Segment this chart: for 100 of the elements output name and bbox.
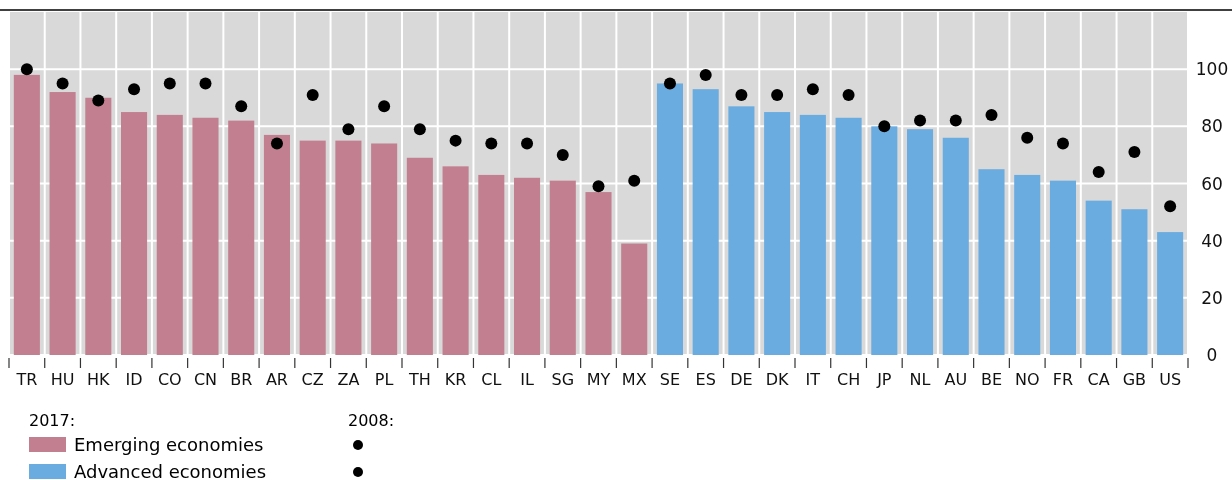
bar (442, 166, 469, 355)
point (628, 174, 641, 187)
point (735, 88, 748, 101)
bar (406, 157, 433, 355)
point (306, 88, 319, 101)
x-tick-label: HK (87, 370, 111, 389)
point (1164, 200, 1177, 213)
x-tick-label: SG (551, 370, 575, 389)
x-tick-label: US (1159, 370, 1182, 389)
bar (514, 177, 541, 355)
x-tick-label: AR (265, 370, 288, 389)
point (485, 137, 498, 150)
x-tick-label: NL (909, 370, 931, 389)
point (878, 120, 891, 133)
x-tick-label: NO (1014, 370, 1040, 389)
bar (478, 174, 505, 355)
legend-label: Advanced economies (74, 461, 267, 480)
point (771, 88, 784, 101)
point (128, 83, 141, 96)
bar (121, 112, 148, 355)
point (663, 77, 676, 90)
x-tick-label: CL (481, 370, 502, 389)
bar (799, 114, 826, 355)
text: 2008: (348, 411, 395, 430)
bar (49, 92, 76, 355)
point (1021, 131, 1034, 144)
bar (764, 112, 791, 355)
x-tick-label: ES (695, 370, 716, 389)
point (449, 134, 462, 147)
point (842, 88, 855, 101)
x-tick-label: ID (125, 370, 143, 389)
bar (1049, 180, 1076, 355)
point (235, 100, 248, 113)
x-tick-label: DK (765, 370, 790, 389)
bar (13, 74, 40, 355)
bar (835, 117, 862, 355)
bar (335, 140, 362, 355)
bar (621, 243, 648, 355)
x-tick-label: AU (944, 370, 968, 389)
x-tick-label: KR (444, 370, 467, 389)
bar (1121, 209, 1148, 355)
x-tick-label: BE (980, 370, 1003, 389)
point (56, 77, 69, 90)
x-tick-label: BR (230, 370, 253, 389)
point (378, 100, 391, 113)
bar (263, 134, 290, 355)
bar (871, 126, 898, 355)
x-tick-label: FR (1052, 370, 1074, 389)
y-tick-label: 60 (1201, 173, 1223, 194)
x-tick-label: PL (374, 370, 394, 389)
point (199, 77, 212, 90)
bar (656, 83, 683, 355)
x-tick-label: MX (621, 370, 647, 389)
x-tick-label: TH (407, 370, 431, 389)
bar (1085, 200, 1112, 355)
point (92, 94, 105, 107)
x-tick-label: CH (836, 370, 861, 389)
x-tick-label: JP (876, 370, 892, 389)
point (914, 114, 927, 127)
bar (692, 89, 719, 355)
x-tick-label: IT (805, 370, 821, 389)
bar (1157, 232, 1184, 355)
bar (299, 140, 326, 355)
bar (978, 169, 1005, 355)
x-tick-label: TR (15, 370, 38, 389)
y-tick-label: 20 (1201, 287, 1223, 308)
legend-title: 2017: (29, 411, 76, 430)
bar (85, 97, 112, 355)
bar (728, 106, 755, 355)
point (163, 77, 176, 90)
bar (907, 129, 934, 355)
bar (1014, 174, 1041, 355)
x-tick-label: DE (730, 370, 753, 389)
point (699, 68, 712, 81)
legend-label: Emerging economies (74, 434, 264, 455)
point (806, 83, 819, 96)
point (1092, 166, 1105, 179)
x-tick-label: ZA (337, 370, 360, 389)
point (1128, 146, 1141, 159)
bar (156, 114, 183, 355)
x-tick-label: CZ (301, 370, 324, 389)
point (413, 123, 426, 136)
point (985, 108, 998, 121)
y-tick-label: 40 (1201, 230, 1223, 251)
x-tick-label: GB (1122, 370, 1147, 389)
point (592, 180, 605, 193)
x-tick-label: CO (157, 370, 182, 389)
x-tick-label: CN (193, 370, 218, 389)
point (270, 137, 283, 150)
point (949, 114, 962, 127)
point (20, 63, 33, 76)
bar (192, 117, 219, 355)
bar (585, 192, 612, 355)
y-tick-label: 0 (1206, 345, 1218, 365)
bar (228, 120, 255, 355)
point (556, 148, 569, 161)
bar (371, 143, 398, 355)
point (521, 137, 534, 150)
y-tick-label: 100 (1195, 59, 1229, 80)
x-tick-label: CA (1087, 370, 1110, 389)
